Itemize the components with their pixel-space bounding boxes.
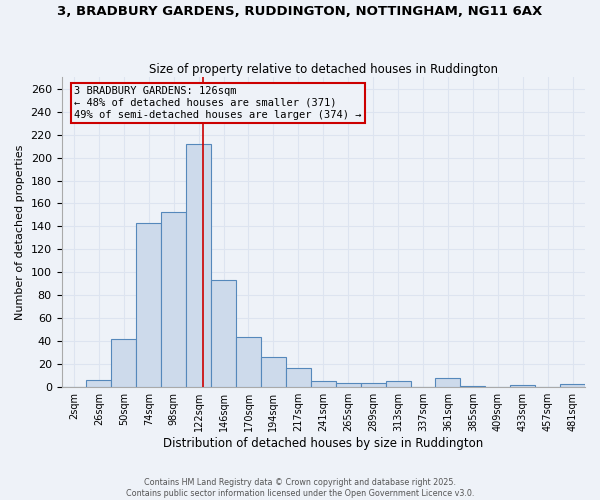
Bar — [436, 378, 460, 387]
Bar — [286, 368, 311, 387]
Bar — [186, 144, 211, 387]
Bar — [361, 382, 386, 387]
Bar — [460, 386, 485, 387]
Text: Contains HM Land Registry data © Crown copyright and database right 2025.
Contai: Contains HM Land Registry data © Crown c… — [126, 478, 474, 498]
Bar — [386, 382, 410, 387]
Bar — [510, 385, 535, 387]
Bar — [261, 358, 286, 387]
Bar — [112, 339, 136, 387]
Bar — [336, 382, 361, 387]
Bar — [560, 384, 585, 387]
Bar — [236, 336, 261, 387]
X-axis label: Distribution of detached houses by size in Ruddington: Distribution of detached houses by size … — [163, 437, 484, 450]
Bar — [311, 382, 336, 387]
Text: 3, BRADBURY GARDENS, RUDDINGTON, NOTTINGHAM, NG11 6AX: 3, BRADBURY GARDENS, RUDDINGTON, NOTTING… — [58, 5, 542, 18]
Title: Size of property relative to detached houses in Ruddington: Size of property relative to detached ho… — [149, 63, 498, 76]
Bar — [211, 280, 236, 387]
Text: 3 BRADBURY GARDENS: 126sqm
← 48% of detached houses are smaller (371)
49% of sem: 3 BRADBURY GARDENS: 126sqm ← 48% of deta… — [74, 86, 361, 120]
Y-axis label: Number of detached properties: Number of detached properties — [15, 144, 25, 320]
Bar — [86, 380, 112, 387]
Bar — [161, 212, 186, 387]
Bar — [136, 223, 161, 387]
